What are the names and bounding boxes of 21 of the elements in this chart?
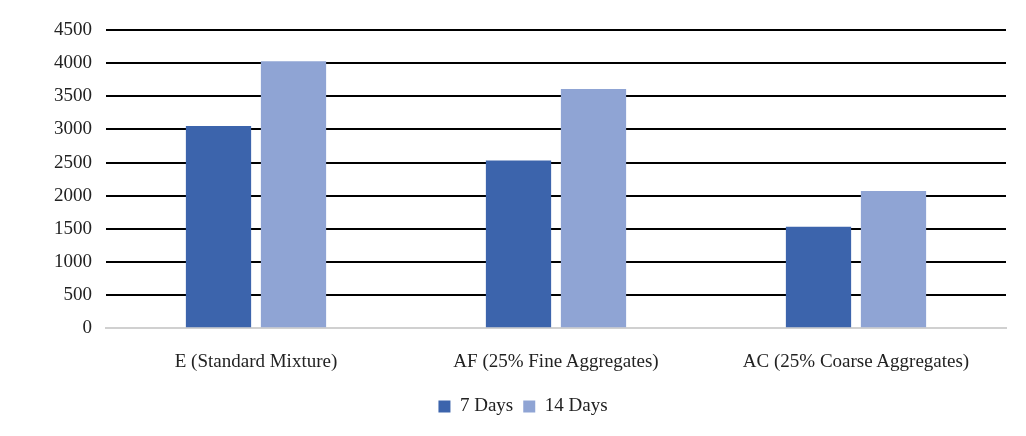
y-tick-label: 1000 [54, 249, 92, 271]
y-tick-label: 0 [82, 316, 92, 338]
y-tick-label: 2000 [54, 183, 92, 205]
bar [485, 160, 552, 328]
x-tick-label: E (Standard Mixture) [174, 349, 338, 372]
bar [260, 61, 327, 328]
bar [785, 226, 852, 328]
y-tick-label: 2500 [54, 150, 92, 172]
bar [860, 191, 927, 328]
legend-label: 14 Days [544, 394, 608, 416]
x-tick-label: AC (25% Coarse Aggregates) [742, 349, 970, 372]
bar [560, 88, 627, 328]
y-tick-label: 3000 [54, 117, 92, 139]
y-tick-label: 4500 [54, 17, 92, 39]
y-tick-label: 4000 [54, 51, 92, 73]
bar [185, 126, 252, 328]
y-tick-label: 3500 [54, 84, 92, 106]
y-tick-label: 1500 [54, 216, 92, 238]
y-tick-label: 500 [63, 283, 92, 305]
legend-label: 7 Days [459, 394, 514, 416]
x-tick-label: AF (25% Fine Aggregates) [453, 349, 659, 372]
